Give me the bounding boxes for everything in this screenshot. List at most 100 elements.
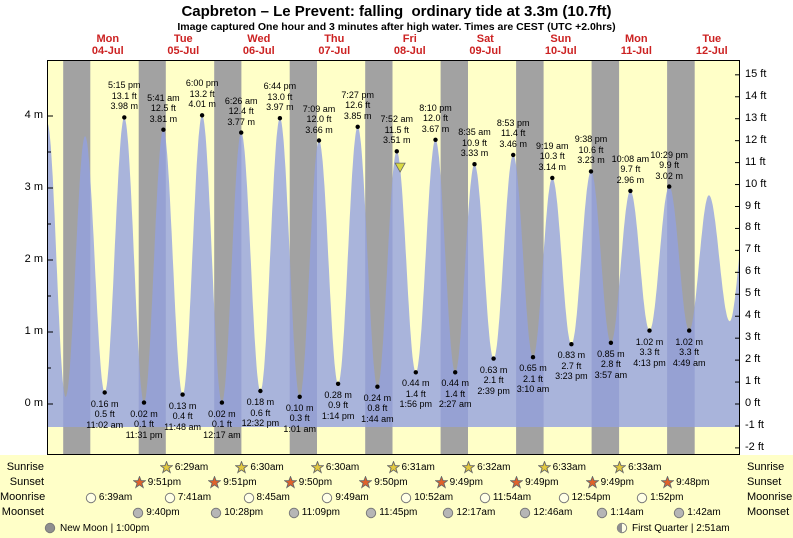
moonset-caption-left: Moonset: [1, 506, 44, 518]
day-date: 08-Jul: [393, 45, 426, 57]
astro-row-sunset: Sunset Sunset 9:51pm 9:51pm 9:50pm 9:50pm 9:49…: [0, 475, 793, 490]
moonrise-time: 10:52am: [414, 492, 454, 503]
sunrise-star-icon: [310, 461, 324, 474]
day-date: 07-Jul: [318, 45, 351, 57]
moonset-time: 1:14am: [610, 507, 644, 518]
tide-plot-svg: [47, 60, 740, 455]
moonrise-time: 8:45am: [256, 492, 290, 503]
moonrise-entry: 11:54am: [479, 490, 531, 505]
tide-extreme-dot: [530, 355, 536, 360]
day-of-week: Sat: [476, 33, 494, 45]
left-axis-label: 0 m: [24, 397, 43, 409]
moonrise-entry: 8:45am: [243, 490, 290, 505]
moonset-icon: [210, 507, 222, 518]
sunrise-star-icon: [462, 461, 476, 474]
moonset-time: 11:45pm: [379, 507, 418, 518]
moonrise-icon: [636, 492, 648, 503]
sunset-star-icon: [585, 476, 599, 489]
sunrise-entry: 6:30am: [310, 460, 359, 475]
sunrise-entry: 6:32am: [462, 460, 510, 475]
right-axis-label: 15 ft: [745, 67, 767, 80]
tide-extreme-dot: [511, 152, 516, 158]
moonrise-icon: [479, 492, 491, 503]
tide-extreme-dot: [297, 394, 302, 399]
day-of-week: Wed: [247, 33, 271, 45]
day-of-week: Tue: [702, 33, 722, 45]
day-label: Mon 11-Jul: [621, 33, 652, 57]
moonset-icon: [365, 507, 377, 518]
right-axis-label: 8 ft: [745, 221, 761, 234]
day-date: 05-Jul: [167, 45, 200, 57]
sunset-time: 9:49pm: [525, 477, 559, 488]
moonrise-entry: 7:41am: [164, 490, 211, 505]
moonrise-caption-left: Moonrise: [0, 491, 46, 503]
sunrise-time: 6:33am: [628, 462, 662, 473]
sunrise-star-icon: [159, 461, 173, 474]
sunset-entry: 9:49pm: [434, 475, 483, 490]
tide-extreme-dot: [647, 328, 652, 333]
sunset-caption-right: Sunset: [747, 476, 782, 488]
left-axis-label: 2 m: [24, 253, 43, 265]
day-label: Tue 12-Jul: [696, 33, 728, 57]
sunrise-entry: 6:29am: [159, 460, 209, 475]
tide-extreme-dot: [550, 175, 555, 181]
sunrise-entry: 6:33am: [613, 460, 661, 475]
sunrise-star-icon: [537, 461, 551, 474]
moonset-entry: 12:46am: [519, 505, 572, 520]
sunset-entry: 9:49pm: [585, 475, 634, 490]
first-quarter-entry: First Quarter | 2:51am: [616, 521, 730, 535]
sunrise-star-icon: [386, 461, 400, 474]
left-axis-label: 4 m: [24, 109, 43, 121]
sunrise-time: 6:33am: [552, 462, 586, 473]
moonrise-caption-right: Moonrise: [747, 491, 793, 503]
tide-extreme-dot: [491, 356, 496, 361]
tide-extreme-dot: [413, 370, 418, 375]
right-axis-label: 7 ft: [745, 243, 761, 256]
tide-extreme-dot: [453, 370, 458, 375]
sunset-entry: 9:49pm: [510, 475, 558, 490]
right-axis-label: 5 ft: [745, 287, 761, 300]
moonrise-time: 11:54am: [492, 492, 532, 503]
right-axis-label: 1 ft: [745, 375, 761, 388]
day-label: Sun 10-Jul: [545, 33, 577, 57]
right-axis-label: 4 ft: [745, 309, 761, 322]
sunset-time: 9:51pm: [223, 477, 257, 488]
moonrise-entry: 10:52am: [400, 490, 453, 505]
right-axis-label: 9 ft: [745, 199, 761, 212]
sunrise-entry: 6:30am: [235, 460, 284, 475]
moonset-time: 10:28pm: [224, 507, 264, 518]
moonset-time: 11:09pm: [301, 507, 340, 518]
sunset-time: 9:49pm: [600, 477, 634, 488]
sunrise-time: 6:29am: [174, 462, 209, 473]
day-of-week: Thu: [324, 33, 345, 45]
sunset-time: 9:51pm: [147, 477, 182, 488]
astro-row-sunrise: Sunrise Sunrise 6:29am 6:30am 6:30am 6:31am 6:…: [0, 460, 793, 475]
sunset-star-icon: [208, 476, 222, 489]
moonset-icon: [132, 507, 144, 518]
right-axis-label: 10 ft: [745, 177, 767, 190]
right-axis-label: 2 ft: [745, 353, 761, 366]
moonrise-icon: [400, 492, 412, 503]
left-axis-label: 3 m: [24, 181, 43, 193]
moonset-time: 1:42am: [687, 507, 721, 518]
astro-section: Sunrise Sunrise 6:29am 6:30am 6:30am 6:31am 6:…: [0, 455, 793, 538]
sunset-caption-left: Sunset: [9, 476, 44, 488]
moonrise-time: 12:54pm: [571, 492, 611, 503]
tide-extreme-dot: [375, 384, 380, 389]
moonset-time: 9:40pm: [146, 507, 180, 518]
day-date: 06-Jul: [242, 45, 275, 57]
moonrise-icon: [243, 492, 254, 503]
tide-extreme-dot: [219, 400, 225, 405]
moon-phase-label: First Quarter | 2:51am: [632, 522, 730, 534]
sunrise-time: 6:30am: [250, 462, 284, 473]
right-axis-label: 3 ft: [745, 331, 761, 344]
tide-extreme-dot: [355, 124, 360, 129]
sunset-star-icon: [283, 476, 297, 489]
day-of-week: Fri: [402, 33, 417, 45]
moonset-entry: 1:14am: [596, 505, 644, 520]
day-label: Mon 04-Jul: [92, 33, 124, 57]
moonset-icon: [520, 507, 531, 518]
moonrise-time: 7:41am: [177, 492, 212, 503]
sunset-star-icon: [434, 476, 448, 489]
sunrise-caption-right: Sunrise: [747, 461, 785, 473]
